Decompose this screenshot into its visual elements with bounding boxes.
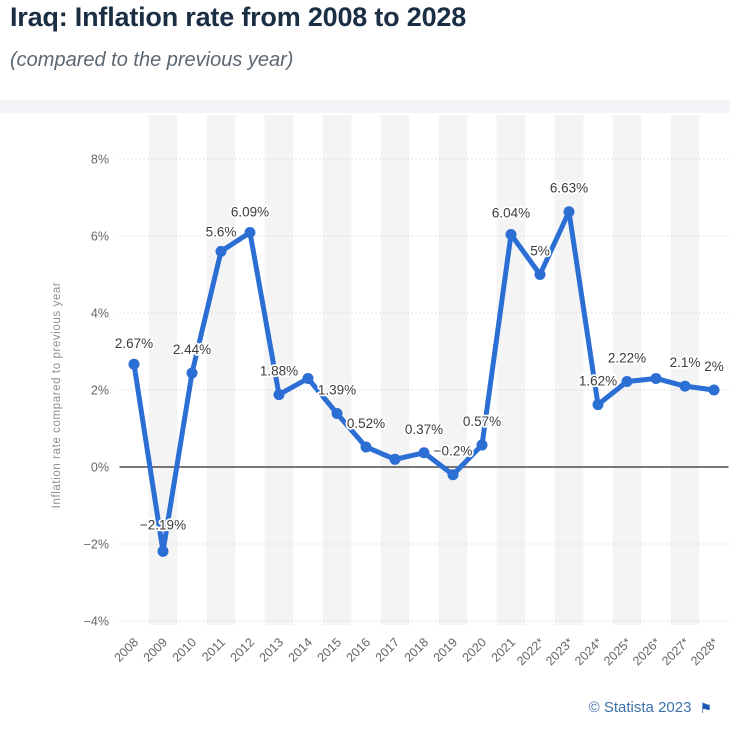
chart-card: 8% 6% 4% 2% 0% −2% −4% Inflation rate compared… xyxy=(8,113,730,743)
data-point-2018[interactable] xyxy=(418,447,430,459)
svg-text:2025*: 2025* xyxy=(601,635,634,668)
svg-text:6.04%: 6.04% xyxy=(492,205,530,220)
svg-text:2013: 2013 xyxy=(257,635,287,665)
data-point-2023[interactable] xyxy=(563,206,575,218)
svg-text:2%: 2% xyxy=(704,359,724,374)
svg-text:8%: 8% xyxy=(91,153,109,167)
svg-text:2014: 2014 xyxy=(286,635,316,665)
svg-text:2022*: 2022* xyxy=(514,635,547,668)
data-point-2009[interactable] xyxy=(157,545,169,557)
svg-text:2026*: 2026* xyxy=(630,635,663,668)
svg-text:6.63%: 6.63% xyxy=(550,181,588,196)
data-point-2014[interactable] xyxy=(302,372,314,384)
x-axis-labels: 2008 2009 2010 2011 2012 2013 2014 2015 2016 2017… xyxy=(112,635,722,668)
svg-text:1.88%: 1.88% xyxy=(260,364,298,379)
data-point-2017[interactable] xyxy=(389,453,401,465)
svg-text:2.22%: 2.22% xyxy=(608,351,646,366)
data-point-2025[interactable] xyxy=(621,376,633,388)
column-stripes xyxy=(148,115,700,625)
svg-text:2024*: 2024* xyxy=(572,635,605,668)
svg-text:1.39%: 1.39% xyxy=(318,382,356,397)
svg-text:5%: 5% xyxy=(530,244,550,259)
statista-copyright-link[interactable]: © Statista 2023 xyxy=(588,699,692,716)
data-point-2028[interactable] xyxy=(708,384,720,396)
svg-text:Inflation rate compared to pre: Inflation rate compared to previous year xyxy=(51,282,63,509)
svg-text:2021: 2021 xyxy=(489,635,519,665)
svg-text:2010: 2010 xyxy=(170,635,200,665)
svg-text:6%: 6% xyxy=(91,230,109,244)
card-top-gap xyxy=(0,100,730,113)
svg-text:2011: 2011 xyxy=(199,635,228,664)
svg-text:−4%: −4% xyxy=(84,615,109,629)
svg-text:5.6%: 5.6% xyxy=(206,224,237,239)
svg-text:−0.2%: −0.2% xyxy=(434,444,473,459)
svg-text:−2.19%: −2.19% xyxy=(140,517,186,532)
data-point-2008[interactable] xyxy=(128,358,140,370)
data-point-2012[interactable] xyxy=(244,227,256,239)
data-point-2010[interactable] xyxy=(186,367,198,379)
data-point-2021[interactable] xyxy=(505,228,517,240)
svg-text:4%: 4% xyxy=(91,307,109,321)
y-gridlines: 8% 6% 4% 2% 0% −2% −4% xyxy=(84,153,729,629)
page-title: Iraq: Inflation rate from 2008 to 2028 xyxy=(10,2,467,32)
inflation-line-chart[interactable]: 8% 6% 4% 2% 0% −2% −4% Inflation rate compared… xyxy=(8,113,730,743)
y-axis-title: Inflation rate compared to previous year xyxy=(51,282,63,509)
data-point-2026[interactable] xyxy=(650,372,662,384)
svg-text:2018: 2018 xyxy=(402,635,432,665)
svg-text:2020: 2020 xyxy=(460,635,490,665)
data-point-2019[interactable] xyxy=(447,469,459,481)
svg-text:0.57%: 0.57% xyxy=(463,414,501,429)
data-point-2027[interactable] xyxy=(679,380,691,392)
svg-text:6.09%: 6.09% xyxy=(231,205,269,220)
chart-footer: © Statista 2023 ⚑ xyxy=(589,699,712,716)
svg-text:2008: 2008 xyxy=(112,635,142,665)
svg-text:2%: 2% xyxy=(91,384,109,398)
svg-text:2009: 2009 xyxy=(141,635,171,665)
svg-text:2.1%: 2.1% xyxy=(670,355,701,370)
data-point-2022[interactable] xyxy=(534,269,546,280)
data-points xyxy=(128,206,720,557)
data-point-2016[interactable] xyxy=(360,441,372,453)
chart-header: Iraq: Inflation rate from 2008 to 2028 (… xyxy=(10,0,720,72)
svg-text:2016: 2016 xyxy=(344,635,374,665)
svg-text:0.52%: 0.52% xyxy=(347,416,385,431)
data-point-2020[interactable] xyxy=(476,439,488,451)
flag-icon[interactable]: ⚑ xyxy=(699,699,712,716)
data-point-2011[interactable] xyxy=(215,245,227,257)
page-subtitle: (compared to the previous year) xyxy=(10,49,294,72)
svg-text:2028*: 2028* xyxy=(688,635,721,668)
svg-text:0.37%: 0.37% xyxy=(405,422,443,437)
svg-text:2012: 2012 xyxy=(228,635,258,665)
svg-text:2.67%: 2.67% xyxy=(115,336,153,351)
svg-text:2.44%: 2.44% xyxy=(173,342,211,357)
data-point-2024[interactable] xyxy=(592,399,604,411)
svg-text:2015: 2015 xyxy=(315,635,345,665)
svg-text:2019: 2019 xyxy=(431,635,461,665)
data-point-2013[interactable] xyxy=(273,389,285,401)
data-point-labels: 2.67% −2.19% 2.44% 5.6% 6.09% 1.88% 1.39% 0.52%… xyxy=(113,179,725,534)
svg-text:2023*: 2023* xyxy=(543,635,576,668)
svg-text:1.62%: 1.62% xyxy=(579,374,617,389)
svg-text:0%: 0% xyxy=(91,461,109,475)
svg-text:−2%: −2% xyxy=(84,538,109,552)
svg-text:2027*: 2027* xyxy=(659,635,692,668)
data-point-2015[interactable] xyxy=(331,407,343,419)
svg-text:2017: 2017 xyxy=(373,635,403,665)
